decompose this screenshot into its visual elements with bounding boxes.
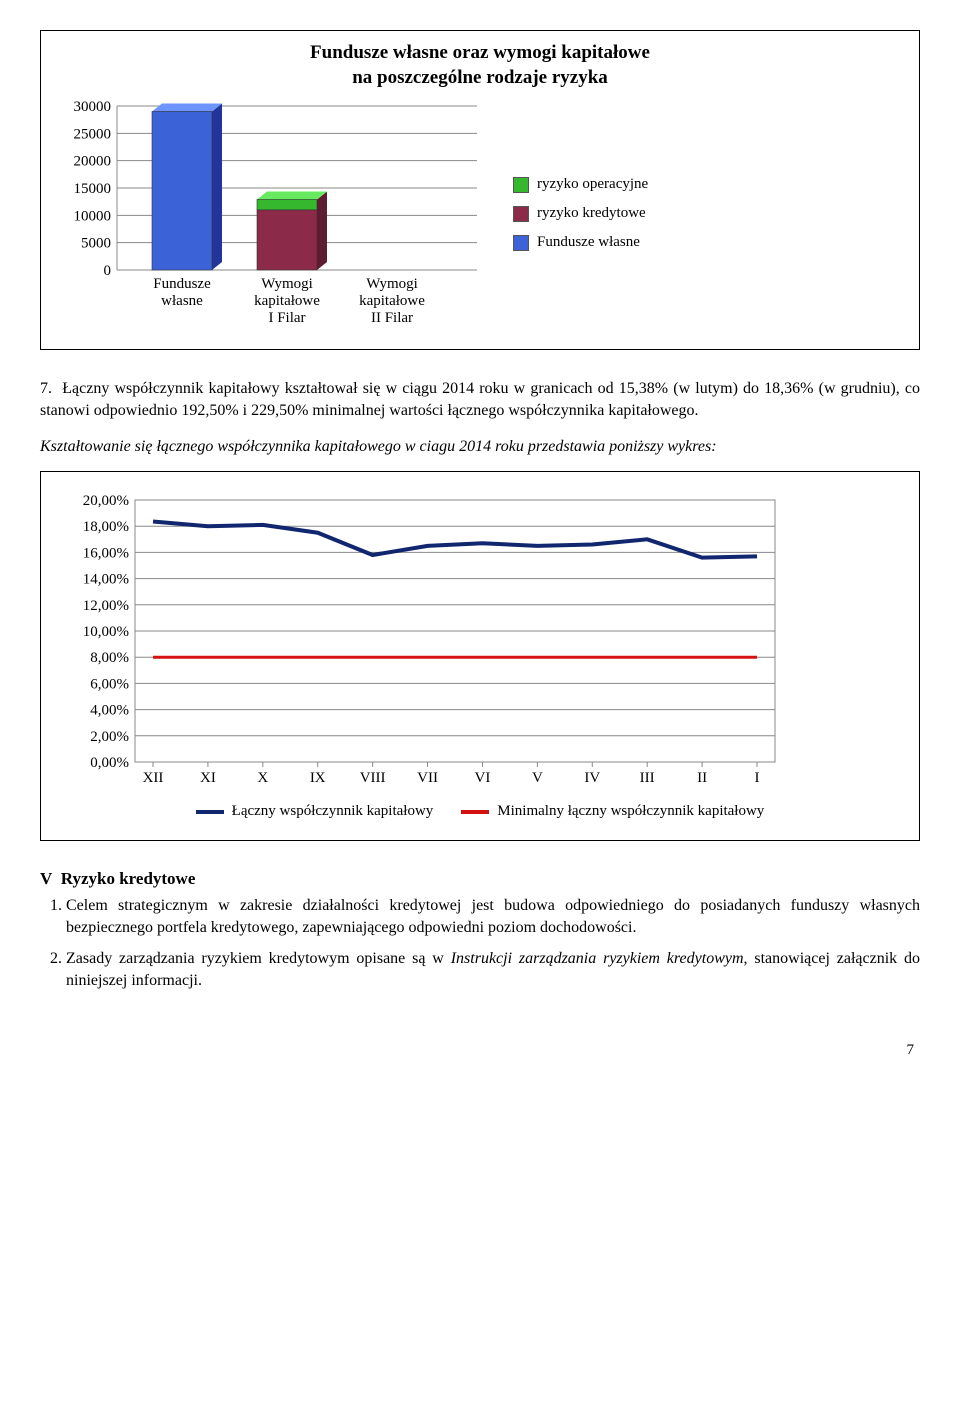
svg-text:2,00%: 2,00% bbox=[90, 729, 129, 745]
svg-text:IX: IX bbox=[310, 770, 326, 786]
chart1-legend-item: ryzyko kredytowe bbox=[513, 205, 901, 222]
svg-text:0: 0 bbox=[104, 263, 112, 279]
svg-text:kapitałowe: kapitałowe bbox=[359, 293, 425, 309]
chart1-title-line1: Fundusze własne oraz wymogi kapitałowe bbox=[310, 42, 650, 63]
svg-text:15000: 15000 bbox=[74, 181, 112, 197]
chart2-plot: 0,00% 2,00% 4,00% 6,00% 8,00% 10,00% 12,00% 14,… bbox=[65, 492, 895, 795]
svg-text:XII: XII bbox=[143, 770, 164, 786]
legend-swatch bbox=[461, 810, 489, 814]
chart1-legend-item: Fundusze własne bbox=[513, 234, 901, 251]
svg-text:V: V bbox=[532, 770, 543, 786]
legend-label: ryzyko operacyjne bbox=[537, 176, 648, 193]
svg-text:8,00%: 8,00% bbox=[90, 650, 129, 666]
section-v-heading: V Ryzyko kredytowe bbox=[40, 869, 920, 889]
legend-label: Łączny współczynnik kapitałowy bbox=[232, 803, 434, 820]
svg-text:12,00%: 12,00% bbox=[83, 598, 129, 614]
svg-text:II: II bbox=[697, 770, 707, 786]
legend-label: ryzyko kredytowe bbox=[537, 205, 646, 222]
legend-swatch bbox=[196, 810, 224, 814]
svg-text:14,00%: 14,00% bbox=[83, 572, 129, 588]
legend-swatch bbox=[513, 206, 529, 222]
svg-text:20,00%: 20,00% bbox=[83, 493, 129, 509]
chart1-container: Fundusze własne oraz wymogi kapitałowe n… bbox=[40, 30, 920, 350]
svg-text:VI: VI bbox=[475, 770, 491, 786]
svg-text:6,00%: 6,00% bbox=[90, 677, 129, 693]
svg-text:VII: VII bbox=[417, 770, 438, 786]
svg-text:X: X bbox=[257, 770, 268, 786]
svg-text:10,00%: 10,00% bbox=[83, 624, 129, 640]
svg-text:30000: 30000 bbox=[74, 99, 112, 115]
chart2-legend: Łączny współczynnik kapitałowy Minimalny … bbox=[65, 803, 895, 820]
legend-label: Fundusze własne bbox=[537, 234, 640, 251]
paragraph-7: 7. Łączny współczynnik kapitałowy kształ… bbox=[40, 378, 920, 421]
svg-text:Wymogi: Wymogi bbox=[261, 276, 313, 292]
chart1-legend-item: ryzyko operacyjne bbox=[513, 176, 901, 193]
chart1-title-line2: na poszczególne rodzaje ryzyka bbox=[352, 67, 608, 88]
svg-text:18,00%: 18,00% bbox=[83, 519, 129, 535]
svg-text:4,00%: 4,00% bbox=[90, 703, 129, 719]
svg-text:10000: 10000 bbox=[74, 209, 112, 225]
legend-swatch bbox=[513, 177, 529, 193]
page-number: 7 bbox=[40, 1042, 920, 1059]
svg-text:20000: 20000 bbox=[74, 154, 112, 170]
legend-label: Minimalny łączny współczynnik kapitałowy bbox=[497, 803, 764, 820]
svg-text:I: I bbox=[755, 770, 760, 786]
legend-swatch bbox=[513, 235, 529, 251]
chart2-legend-item: Łączny współczynnik kapitałowy bbox=[196, 803, 434, 820]
svg-text:własne: własne bbox=[161, 293, 203, 309]
svg-text:16,00%: 16,00% bbox=[83, 546, 129, 562]
svg-text:VIII: VIII bbox=[360, 770, 386, 786]
chart1-legend: ryzyko operacyjne ryzyko kredytowe Fundusz… bbox=[483, 96, 901, 331]
chart1-plot: 0 5000 10000 15000 20000 25000 30000 Funduszewł… bbox=[59, 96, 483, 331]
svg-text:5000: 5000 bbox=[81, 236, 111, 252]
svg-text:Wymogi: Wymogi bbox=[366, 276, 418, 292]
section-v-list: Celem strategicznym w zakresie działalno… bbox=[40, 895, 920, 991]
svg-text:Fundusze: Fundusze bbox=[153, 276, 211, 292]
svg-text:XI: XI bbox=[200, 770, 216, 786]
chart1-title: Fundusze własne oraz wymogi kapitałowe n… bbox=[59, 41, 901, 90]
svg-text:I Filar: I Filar bbox=[268, 310, 305, 326]
list-item: Celem strategicznym w zakresie działalno… bbox=[66, 895, 920, 938]
svg-text:kapitałowe: kapitałowe bbox=[254, 293, 320, 309]
svg-text:0,00%: 0,00% bbox=[90, 755, 129, 771]
chart2-legend-item: Minimalny łączny współczynnik kapitałowy bbox=[461, 803, 764, 820]
svg-text:IV: IV bbox=[584, 770, 600, 786]
svg-text:III: III bbox=[640, 770, 655, 786]
list-item: Zasady zarządzania ryzykiem kredytowym o… bbox=[66, 948, 920, 991]
chart2-container: 0,00% 2,00% 4,00% 6,00% 8,00% 10,00% 12,00% 14,… bbox=[40, 471, 920, 841]
svg-text:II Filar: II Filar bbox=[371, 310, 413, 326]
paragraph-italic-intro: Kształtowanie się łącznego współczynnika… bbox=[40, 436, 920, 458]
svg-text:25000: 25000 bbox=[74, 127, 112, 143]
